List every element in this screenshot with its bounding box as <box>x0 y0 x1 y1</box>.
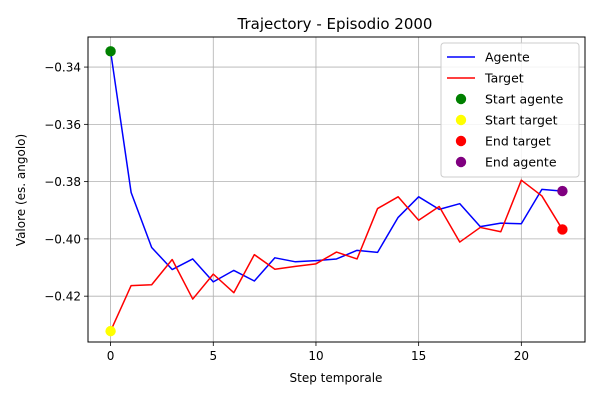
x-tick-label: 10 <box>308 349 323 363</box>
y-tick-label: −0.38 <box>44 175 81 189</box>
series-markers <box>105 46 568 337</box>
legend: Agente Target Start agente Start target End … <box>440 42 580 178</box>
y-tick-label: −0.34 <box>44 61 81 75</box>
plot-frame <box>87 36 586 343</box>
legend-label-end-target: End target <box>485 134 551 149</box>
chart-title: Trajectory - Episodio 2000 <box>237 15 433 33</box>
x-tick-label: 15 <box>411 349 426 363</box>
legend-box <box>440 42 580 178</box>
legend-label-end-agente: End agente <box>485 155 557 170</box>
legend-label-start-target: Start target <box>485 113 558 128</box>
legend-label-start-agente: Start agente <box>485 92 564 107</box>
marker-start-agente <box>105 46 116 57</box>
legend-swatch-start-target <box>455 114 467 126</box>
x-axis-label: Step temporale <box>290 371 383 385</box>
marker-start-target <box>105 325 116 337</box>
x-tick-label: 20 <box>514 349 529 363</box>
legend-label-target: Target <box>484 71 524 86</box>
marker-end-target <box>557 224 568 235</box>
x-tick-label: 5 <box>209 349 217 363</box>
marker-end-agente <box>557 185 568 197</box>
x-tick-label: 0 <box>107 349 115 363</box>
series-lines <box>109 51 564 332</box>
y-tick-label: −0.42 <box>44 290 81 304</box>
series-line-agente <box>109 51 563 283</box>
y-tick-label: −0.36 <box>44 118 81 132</box>
legend-label-agente: Agente <box>485 50 530 65</box>
axis-ticks: 0 5 10 15 20 −0.42 −0.40 −0.38 −0.36 −0.34 <box>44 61 529 363</box>
legend-swatch-end-agente <box>455 156 467 168</box>
legend-swatch-start-agente <box>455 93 467 105</box>
y-tick-label: −0.40 <box>44 232 81 246</box>
series-line-target <box>109 179 564 332</box>
y-axis-label: Valore (es. angolo) <box>14 134 28 246</box>
legend-swatch-end-target <box>455 135 467 147</box>
